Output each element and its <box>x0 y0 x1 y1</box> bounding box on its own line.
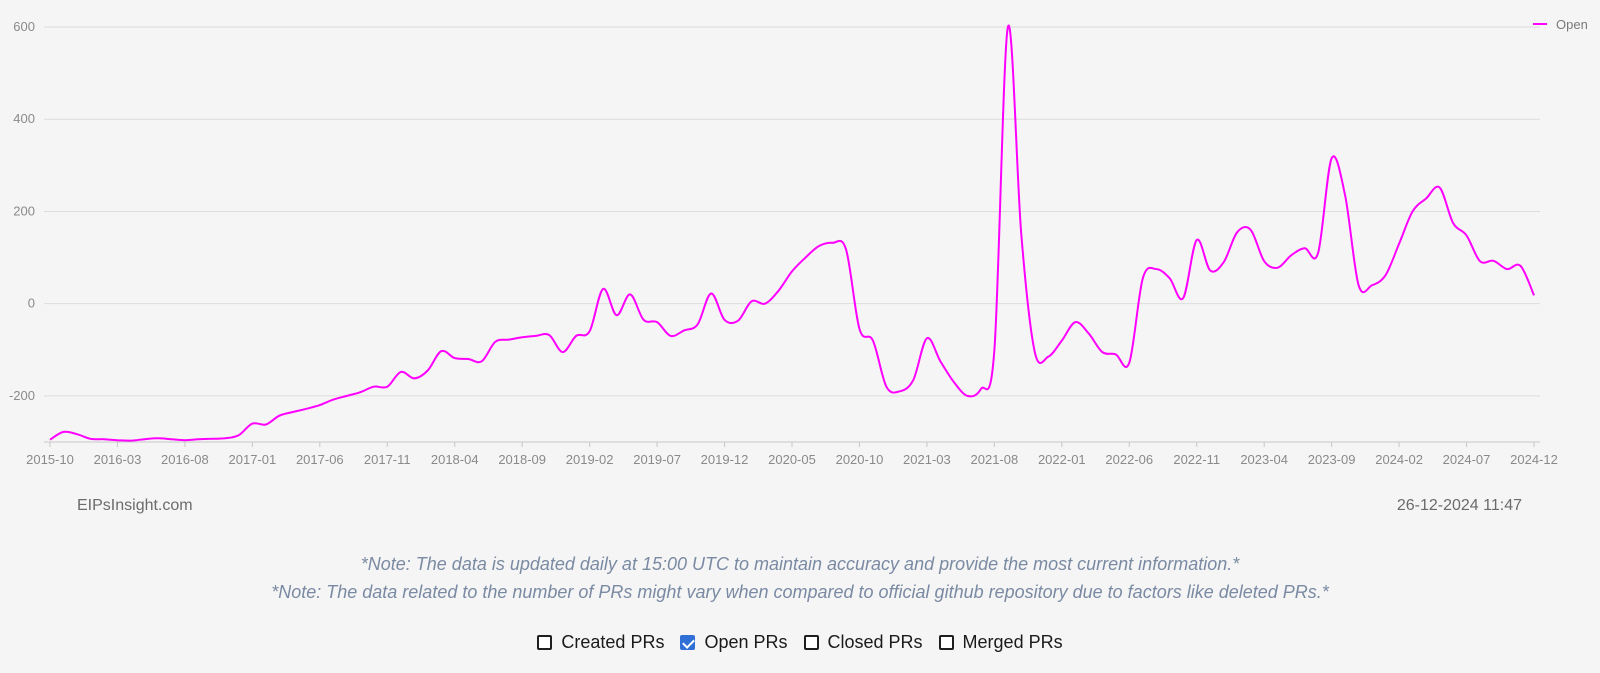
x-tick-label: 2016-03 <box>94 452 142 467</box>
x-tick-label: 2017-01 <box>229 452 277 467</box>
closed-prs-label: Closed PRs <box>827 632 923 652</box>
x-tick-label: 2022-11 <box>1173 452 1220 467</box>
x-tick-label: 2024-12 <box>1510 452 1558 467</box>
x-tick-label: 2024-07 <box>1443 452 1491 467</box>
x-tick-label: 2021-03 <box>903 452 951 467</box>
created-prs-label: Created PRs <box>561 632 665 652</box>
site-watermark: EIPsInsight.com <box>77 497 193 514</box>
y-axis-ticks: -200 0 200 400 600 <box>9 19 35 403</box>
chart-timestamp: 26-12-2024 11:47 <box>1396 497 1522 514</box>
x-tick-label: 2024-02 <box>1375 452 1423 467</box>
x-tick-label: 2022-06 <box>1105 452 1153 467</box>
x-tick-label: 2019-07 <box>633 452 681 467</box>
x-tick-label: 2015-10 <box>26 452 74 467</box>
y-tick-label: 0 <box>28 296 35 311</box>
x-tick-label: 2022-01 <box>1038 452 1086 467</box>
open-prs-label: Open PRs <box>704 632 788 652</box>
toggle-open-prs[interactable]: Open PRs <box>680 632 788 653</box>
x-tick-label: 2019-12 <box>701 452 749 467</box>
series-layer <box>49 24 1535 442</box>
toggle-closed-prs[interactable]: Closed PRs <box>803 632 923 653</box>
x-tick-label: 2023-09 <box>1308 452 1356 467</box>
x-tick-label: 2018-04 <box>431 452 479 467</box>
closed-prs-checkbox[interactable] <box>803 635 819 650</box>
merged-prs-checkbox[interactable] <box>938 635 954 650</box>
x-tick-label: 2016-08 <box>161 452 209 467</box>
x-tick-label: 2023-04 <box>1240 452 1288 467</box>
legend-label-open[interactable]: Open <box>1556 17 1588 32</box>
legend[interactable]: Open <box>1533 17 1588 32</box>
x-tick-label: 2020-05 <box>768 452 816 467</box>
x-axis-ticks: 2015-10 2016-03 2016-08 2017-01 2017-06 2017-… <box>26 441 1558 467</box>
grid-lines <box>44 26 1540 397</box>
toggle-created-prs[interactable]: Created PRs <box>537 632 664 653</box>
y-tick-label: 600 <box>13 19 35 34</box>
y-tick-label: 200 <box>13 203 35 218</box>
y-tick-label: 400 <box>13 111 35 126</box>
toggle-merged-prs[interactable]: Merged PRs <box>938 632 1063 653</box>
pr-type-toggles: Created PRs Open PRs Closed PRs Merged P… <box>0 632 1600 653</box>
x-tick-label: 2020-10 <box>836 452 884 467</box>
note-data-variance: *Note: The data related to the number of… <box>271 582 1329 602</box>
open-prs-checkbox[interactable] <box>680 635 696 650</box>
x-tick-label: 2021-08 <box>971 452 1019 467</box>
x-tick-label: 2017-11 <box>364 452 411 467</box>
x-tick-label: 2019-02 <box>566 452 614 467</box>
created-prs-checkbox[interactable] <box>537 635 553 650</box>
open-prs-line-chart: -200 0 200 400 600 2015-10 2016-03 2016-08 2017… <box>9 17 1588 467</box>
note-update-schedule: *Note: The data is updated daily at 15:0… <box>360 554 1240 574</box>
y-tick-label: -200 <box>9 388 35 403</box>
merged-prs-label: Merged PRs <box>962 632 1063 652</box>
x-tick-label: 2018-09 <box>498 452 546 467</box>
series-line-open <box>49 24 1535 442</box>
notes: *Note: The data is updated daily at 15:0… <box>0 550 1600 606</box>
x-tick-label: 2017-06 <box>296 452 344 467</box>
